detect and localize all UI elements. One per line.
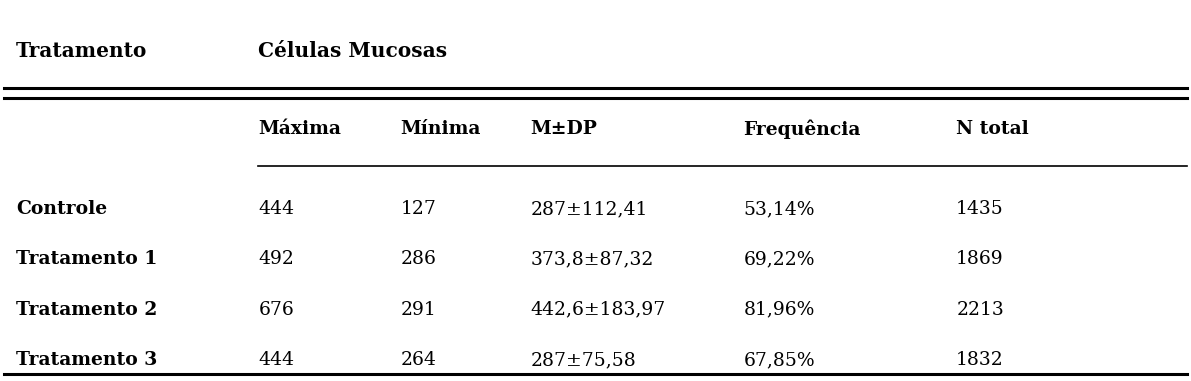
Text: 81,96%: 81,96% bbox=[743, 301, 815, 319]
Text: 264: 264 bbox=[400, 351, 436, 369]
Text: 444: 444 bbox=[258, 200, 294, 218]
Text: Mínima: Mínima bbox=[400, 120, 481, 138]
Text: Tratamento: Tratamento bbox=[15, 41, 148, 61]
Text: 444: 444 bbox=[258, 351, 294, 369]
Text: 127: 127 bbox=[400, 200, 436, 218]
Text: 1832: 1832 bbox=[956, 351, 1004, 369]
Text: 67,85%: 67,85% bbox=[743, 351, 815, 369]
Text: 373,8±87,32: 373,8±87,32 bbox=[530, 250, 654, 269]
Text: 53,14%: 53,14% bbox=[743, 200, 815, 218]
Text: N total: N total bbox=[956, 120, 1029, 138]
Text: 291: 291 bbox=[400, 301, 436, 319]
Text: 69,22%: 69,22% bbox=[743, 250, 815, 269]
Text: M±DP: M±DP bbox=[530, 120, 598, 138]
Text: 1869: 1869 bbox=[956, 250, 1004, 269]
Text: Células Mucosas: Células Mucosas bbox=[258, 41, 448, 61]
Text: 492: 492 bbox=[258, 250, 294, 269]
Text: 676: 676 bbox=[258, 301, 294, 319]
Text: 2213: 2213 bbox=[956, 301, 1004, 319]
Text: Tratamento 3: Tratamento 3 bbox=[15, 351, 157, 369]
Text: Tratamento 2: Tratamento 2 bbox=[15, 301, 157, 319]
Text: Tratamento 1: Tratamento 1 bbox=[15, 250, 157, 269]
Text: 1435: 1435 bbox=[956, 200, 1004, 218]
Text: 287±75,58: 287±75,58 bbox=[530, 351, 636, 369]
Text: 286: 286 bbox=[400, 250, 436, 269]
Text: Controle: Controle bbox=[15, 200, 107, 218]
Text: 287±112,41: 287±112,41 bbox=[530, 200, 648, 218]
Text: Frequência: Frequência bbox=[743, 119, 861, 139]
Text: 442,6±183,97: 442,6±183,97 bbox=[530, 301, 666, 319]
Text: Máxima: Máxima bbox=[258, 120, 342, 138]
